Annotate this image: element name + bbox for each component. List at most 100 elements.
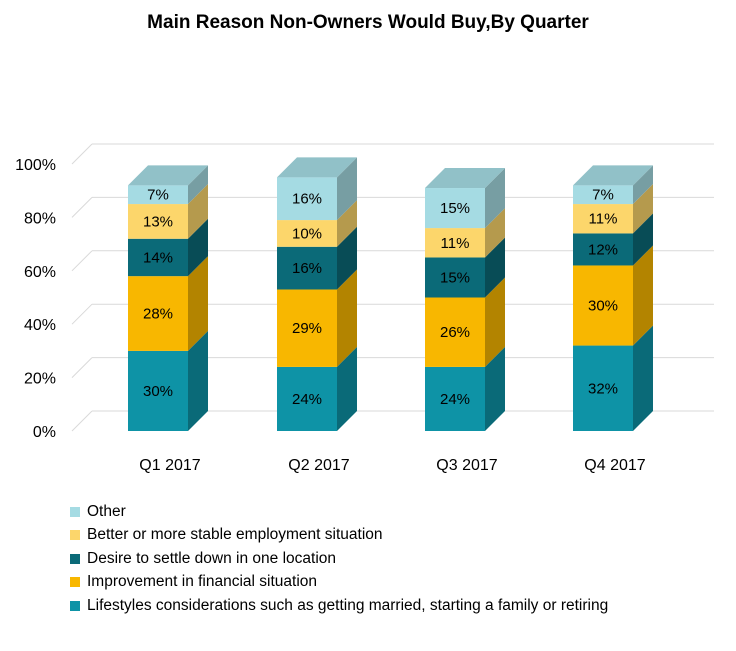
y-tick-label: 80% — [24, 210, 56, 227]
data-label: 28% — [143, 306, 173, 323]
x-tick-label: Q4 2017 — [584, 457, 645, 474]
legend-item: Better or more stable employment situati… — [70, 524, 608, 548]
bar-top-face — [128, 165, 208, 186]
bar-segment — [277, 177, 337, 221]
bar-segment-side — [485, 168, 505, 229]
y-tick-label: 60% — [24, 264, 56, 281]
bar-segment — [128, 276, 188, 351]
bar-segment-side — [633, 165, 653, 205]
data-label: 7% — [147, 187, 169, 204]
legend-item: Improvement in financial situation — [70, 571, 608, 595]
legend-swatch — [70, 553, 80, 564]
bar-segment — [128, 238, 188, 277]
bar-segment — [573, 265, 633, 346]
bar-stack: 24% 26% 15% 11% 15% — [425, 168, 505, 431]
gridline-diagonal — [71, 197, 93, 218]
legend-label: Other — [87, 502, 126, 520]
bar-segment-side — [188, 256, 208, 351]
bar-segment-side — [188, 184, 208, 239]
bar-segment — [425, 297, 485, 367]
legend-item: Lifestyles considerations such as gettin… — [70, 594, 608, 618]
bar-segment — [425, 257, 485, 298]
bar-segment — [573, 185, 633, 205]
data-label: 10% — [292, 225, 322, 242]
chart-plot-area: 0% 20% 40% 60% 80% 100% 30% 28% 14% 13% 7% 24% 29% 1… — [15, 143, 714, 474]
bar-segment-side — [337, 346, 357, 431]
legend: Other Better or more stable employment si… — [70, 500, 608, 618]
bar-top-face — [425, 168, 505, 189]
bar-segment-side — [633, 213, 653, 266]
data-label: 13% — [143, 213, 173, 230]
bar-segment — [128, 204, 188, 239]
legend-swatch — [70, 530, 80, 541]
bar-segment — [128, 350, 188, 431]
bar-segment-side — [633, 184, 653, 234]
bar-segment — [277, 220, 337, 247]
bar-segment-side — [485, 277, 505, 367]
bar-top-face — [277, 157, 357, 178]
bar-segment-side — [337, 226, 357, 290]
data-label: 29% — [292, 320, 322, 337]
bar-segment — [425, 366, 485, 431]
data-label: 15% — [440, 200, 470, 217]
legend-label: Desire to settle down in one location — [87, 549, 337, 567]
y-tick-label: 100% — [15, 157, 56, 174]
gridline-diagonal — [71, 143, 93, 165]
legend-label: Improvement in financial situation — [87, 573, 318, 591]
data-label: 15% — [440, 269, 470, 286]
legend-swatch — [70, 600, 80, 611]
bar-stack: 24% 29% 16% 10% 16% — [277, 157, 357, 431]
gridline-diagonal — [71, 250, 93, 272]
bar-segment-side — [188, 165, 208, 205]
bar-segment — [277, 366, 337, 431]
bar-segment-side — [188, 330, 208, 431]
bar-segment-side — [485, 237, 505, 298]
bar-segment — [573, 204, 633, 234]
data-label: 11% — [589, 211, 618, 228]
bar-segment-side — [337, 269, 357, 367]
y-tick-label: 40% — [24, 317, 56, 334]
bar-segment-side — [337, 157, 357, 221]
bar-top-face — [573, 165, 653, 186]
bars: 30% 28% 14% 13% 7% 24% 29% 16% 10% 16% 24% 26% 15% 11… — [128, 157, 653, 431]
bar-segment — [128, 185, 188, 205]
data-label: 24% — [440, 391, 470, 408]
bar-segment — [425, 228, 485, 258]
bar-segment — [573, 233, 633, 266]
x-tick-label: Q3 2017 — [436, 457, 497, 474]
chart-title: Main Reason Non-Owners Would Buy,By Quar… — [147, 12, 589, 33]
legend-item: Desire to settle down in one location — [70, 547, 608, 571]
bar-segment-side — [188, 218, 208, 277]
x-axis: Q1 2017 Q2 2017 Q3 2017 Q4 2017 — [139, 457, 645, 474]
bar-stack: 30% 28% 14% 13% 7% — [128, 165, 208, 431]
bar-segment-side — [485, 346, 505, 431]
data-label: 7% — [592, 187, 614, 204]
gridline-diagonal — [71, 303, 93, 325]
data-label: 26% — [440, 324, 470, 341]
bar-segment — [573, 345, 633, 431]
data-label: 32% — [588, 380, 618, 397]
legend-label: Lifestyles considerations such as gettin… — [87, 596, 609, 614]
bar-segment-side — [633, 245, 653, 346]
gridline-diagonal — [71, 357, 93, 378]
bar-segment-side — [485, 208, 505, 258]
bar-segment-side — [633, 325, 653, 431]
bar-segment — [425, 188, 485, 229]
bar-stack: 32% 30% 12% 11% 7% — [573, 165, 653, 431]
y-tick-label: 0% — [33, 424, 56, 441]
data-label: 24% — [292, 391, 322, 408]
y-tick-label: 20% — [24, 371, 56, 388]
bar-segment-side — [337, 200, 357, 247]
legend-swatch — [70, 506, 80, 517]
legend-label: Better or more stable employment situati… — [87, 526, 383, 544]
x-tick-label: Q2 2017 — [288, 457, 349, 474]
data-label: 16% — [292, 260, 322, 277]
data-label: 12% — [588, 241, 618, 258]
data-label: 30% — [588, 298, 618, 315]
data-label: 11% — [441, 235, 470, 252]
gridline-diagonal — [71, 410, 93, 432]
legend-swatch — [70, 577, 80, 588]
bar-segment — [277, 289, 337, 367]
bar-segment — [277, 246, 337, 290]
data-label: 16% — [292, 191, 322, 208]
